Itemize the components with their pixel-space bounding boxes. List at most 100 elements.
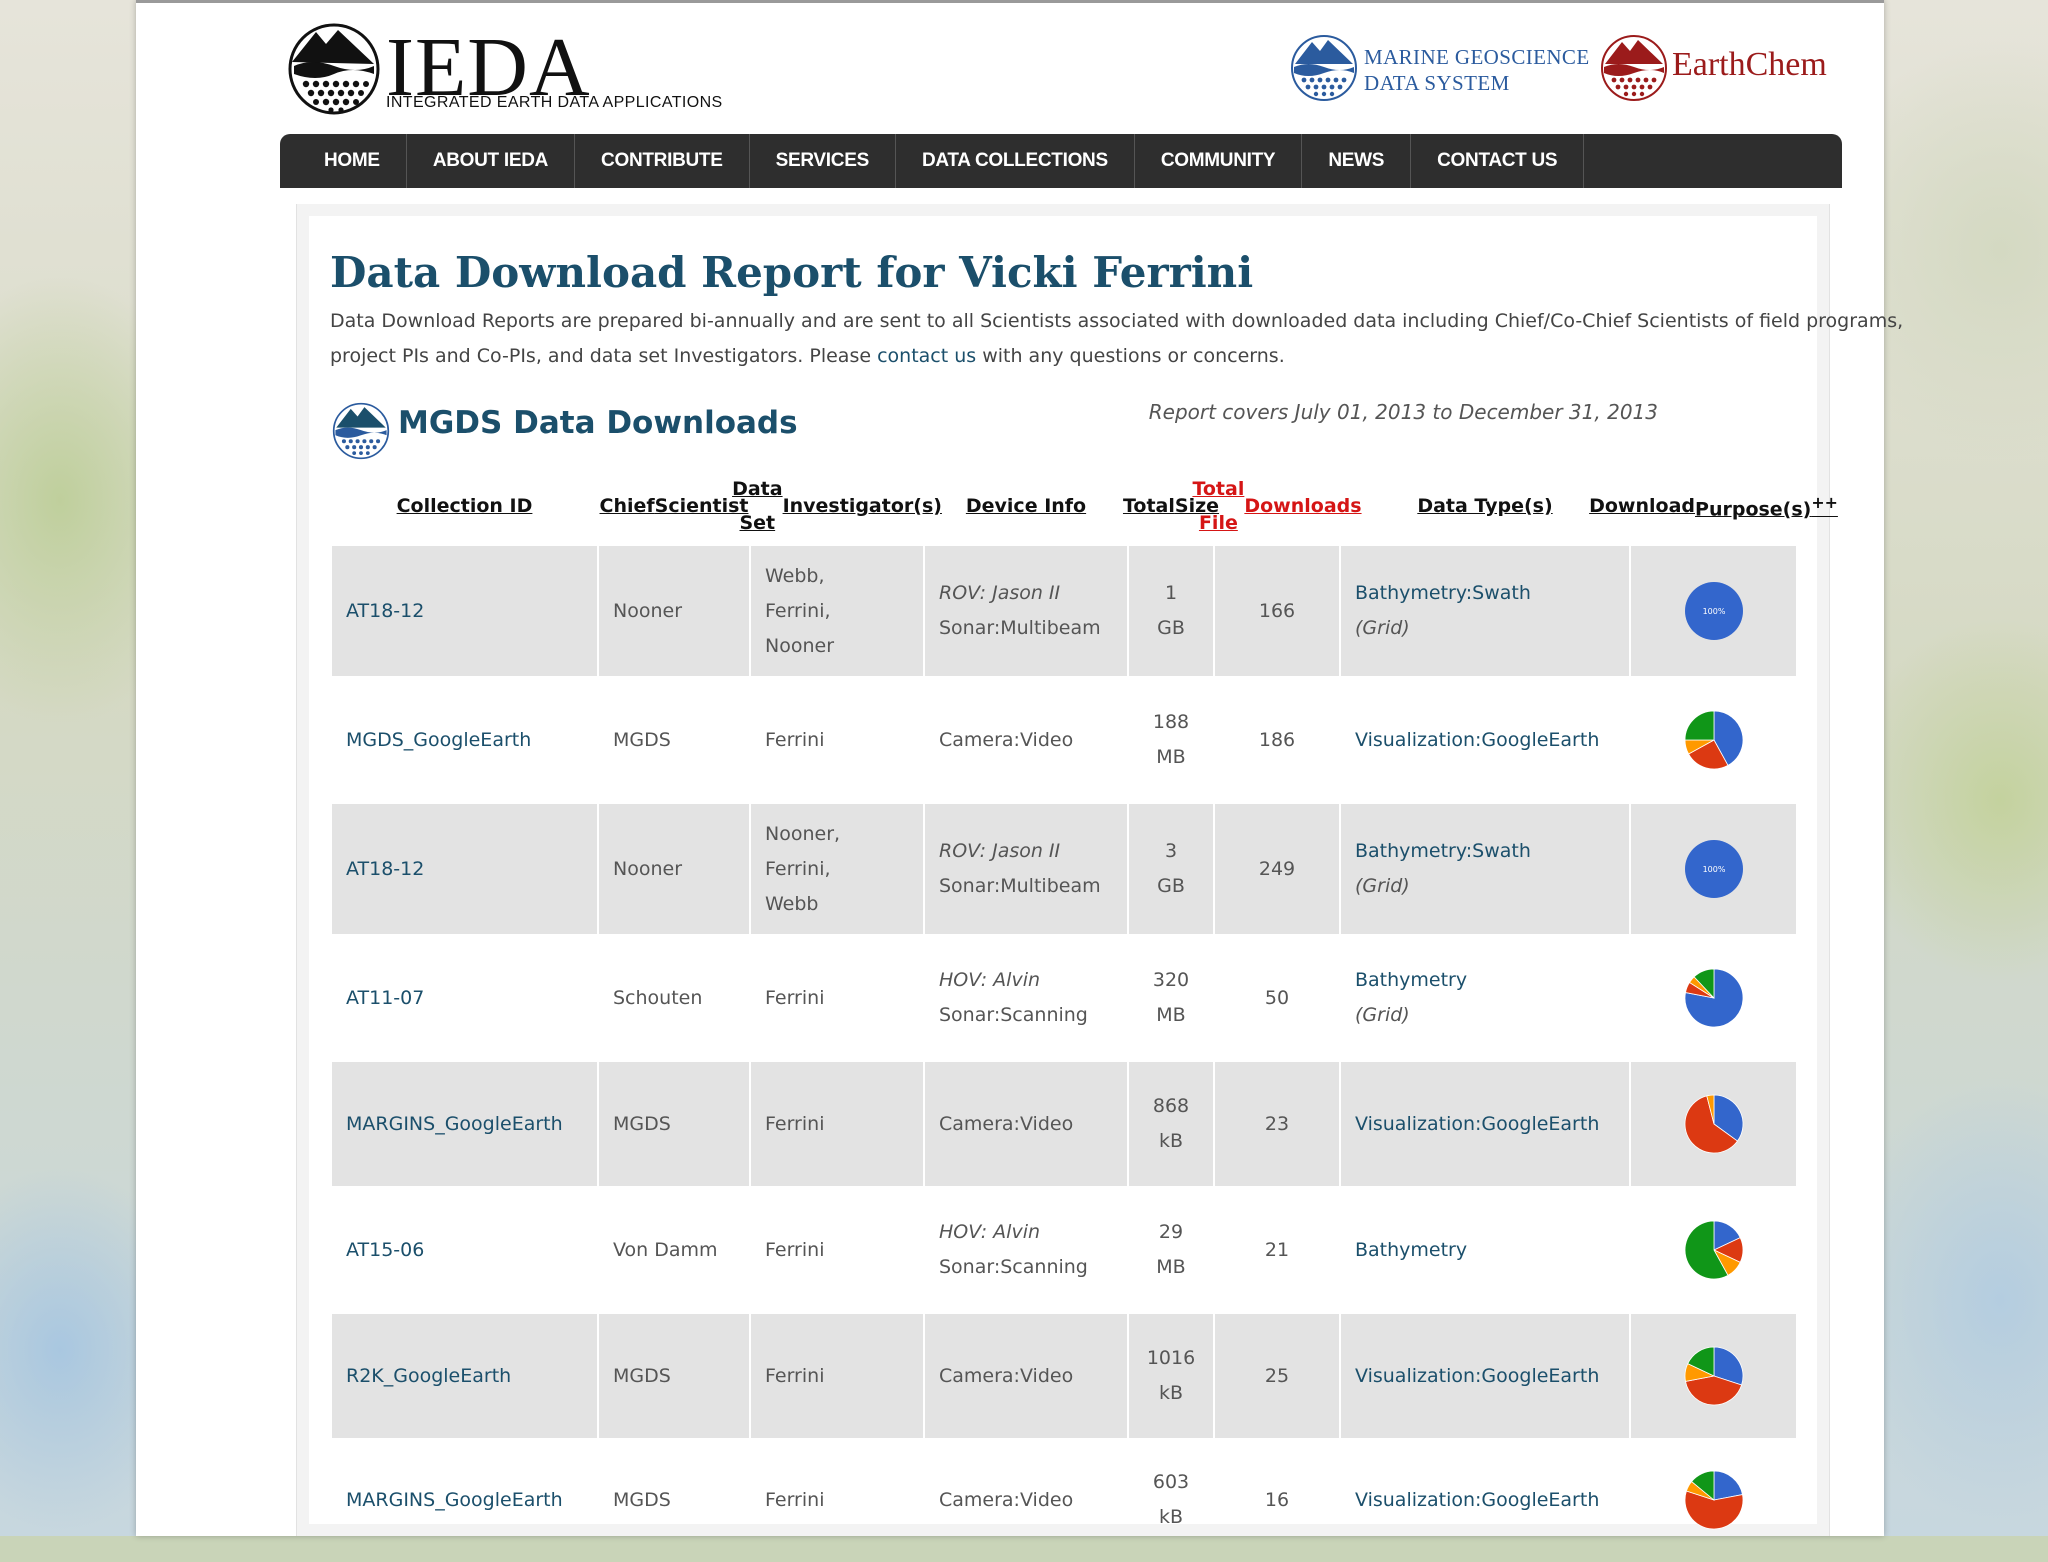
- table-row: AT18-12 Nooner Nooner, Ferrini, Webb ROV: Jas…: [332, 804, 1796, 934]
- investigators-list: Ferrini: [765, 1233, 824, 1268]
- collection-id-link[interactable]: R2K_GoogleEarth: [346, 1364, 512, 1387]
- download-count: 249: [1258, 857, 1296, 880]
- device-info-cell: HOV: Alvin Sonar:Scanning: [925, 934, 1127, 1062]
- download-purpose-cell: [1631, 676, 1796, 804]
- pie-slice: [1684, 582, 1743, 640]
- size-number: 29: [1158, 1221, 1184, 1243]
- total-downloads-cell: 166: [1215, 546, 1339, 676]
- collection-id-link[interactable]: AT18-12: [346, 857, 425, 880]
- nav-data-collections[interactable]: DATA COLLECTIONS: [896, 134, 1135, 188]
- pie-slice: [1684, 1220, 1729, 1280]
- data-types: Visualization:GoogleEarth: [1355, 1359, 1599, 1394]
- header-total-downloads-l2: Downloads: [1244, 495, 1362, 517]
- purpose-pie-chart[interactable]: [1684, 1220, 1744, 1280]
- chief-scientist-cell: MGDS: [599, 1062, 749, 1186]
- mgds-logo[interactable]: MARINE GEOSCIENCE DATA SYSTEM: [1290, 32, 1590, 106]
- contact-us-link[interactable]: contact us: [877, 345, 977, 367]
- device-type: Camera:Video: [939, 1364, 1074, 1387]
- collection-id-link[interactable]: MARGINS_GoogleEarth: [346, 1112, 563, 1135]
- device-info: Camera:Video: [939, 1483, 1073, 1518]
- size-unit: kB: [1158, 1382, 1184, 1404]
- nav-services[interactable]: SERVICES: [750, 134, 896, 188]
- collection-id-link[interactable]: MGDS_GoogleEarth: [346, 728, 532, 751]
- device-type: Sonar:Scanning: [939, 1256, 1088, 1278]
- purpose-pie-chart[interactable]: [1684, 968, 1744, 1028]
- device-type: Camera:Video: [939, 728, 1074, 751]
- header-total-downloads[interactable]: Total File Downloads: [1192, 466, 1361, 546]
- collection-id-link[interactable]: AT11-07: [346, 986, 425, 1009]
- earthchem-logo[interactable]: EarthChem: [1600, 32, 1850, 106]
- collection-id-link[interactable]: AT15-06: [346, 1238, 425, 1261]
- total-size-cell: 1 GB: [1129, 546, 1213, 676]
- purpose-pie-chart[interactable]: [1684, 1346, 1744, 1406]
- data-types: Visualization:GoogleEarth: [1355, 723, 1599, 758]
- header-collection-id[interactable]: Collection ID: [396, 495, 533, 517]
- device-info-cell: HOV: Alvin Sonar:Scanning: [925, 1186, 1127, 1314]
- total-size-cell: 29 MB: [1129, 1186, 1213, 1314]
- nav-community[interactable]: COMMUNITY: [1135, 134, 1303, 188]
- collection-id-link[interactable]: AT18-12: [346, 599, 425, 622]
- downloads-table: Collection ID Chief Scientist Data Set I…: [332, 466, 1838, 1530]
- device-info-cell: Camera:Video: [925, 1314, 1127, 1438]
- header-download-purposes[interactable]: Download Purpose(s)++: [1589, 466, 1838, 546]
- nav-about-ieda[interactable]: ABOUT IEDA: [407, 134, 576, 188]
- header-data-types[interactable]: Data Type(s): [1417, 495, 1553, 517]
- data-type: Visualization:GoogleEarth: [1355, 1364, 1600, 1387]
- device-type: Sonar:Multibeam: [939, 617, 1101, 639]
- investigator-name: Ferrini: [765, 1238, 825, 1261]
- header-device-info[interactable]: Device Info: [965, 495, 1087, 517]
- mgds-section-icon: [332, 402, 390, 460]
- purpose-pie-chart[interactable]: [1684, 1094, 1744, 1154]
- download-purpose-cell: [1631, 1062, 1796, 1186]
- top-border: [136, 0, 1884, 3]
- size-number: 1016: [1146, 1347, 1196, 1369]
- pie-slice: [1713, 710, 1743, 766]
- chief-scientist: Von Damm: [613, 1238, 718, 1261]
- collection-id-link[interactable]: MARGINS_GoogleEarth: [346, 1488, 563, 1511]
- table-row: AT18-12 Nooner Webb, Ferrini, Nooner ROV: Jas…: [332, 546, 1796, 676]
- earthchem-globe-icon: [1601, 35, 1667, 101]
- header-investigators[interactable]: Data Set Investigator(s): [732, 466, 942, 546]
- purpose-pie-chart[interactable]: [1684, 710, 1744, 770]
- pie-slice: [1684, 1375, 1742, 1406]
- investigators-cell: Ferrini: [751, 676, 923, 804]
- device-platform: HOV: Alvin: [939, 969, 1041, 991]
- page-title: Data Download Report for Vicki Ferrini: [330, 248, 1254, 297]
- nav-news[interactable]: NEWS: [1302, 134, 1412, 188]
- header-total-downloads-l1: Total File: [1192, 478, 1245, 534]
- data-types-cell: Visualization:GoogleEarth: [1341, 1438, 1629, 1562]
- investigators-cell: Ferrini: [751, 1438, 923, 1562]
- data-type: Bathymetry:Swath: [1355, 582, 1531, 604]
- total-downloads-cell: 23: [1215, 1062, 1339, 1186]
- intro-text-1: Data Download Reports are prepared bi-an…: [330, 310, 1904, 367]
- investigator-name: Ferrini: [765, 986, 825, 1009]
- device-info: Camera:Video: [939, 1107, 1073, 1142]
- collection-id-cell: R2K_GoogleEarth: [332, 1314, 597, 1438]
- pie-slice: [1684, 710, 1714, 741]
- investigator-name: Ferrini: [765, 1364, 825, 1387]
- size-number: 603: [1152, 1471, 1190, 1493]
- investigator-name: Ferrini: [765, 1112, 825, 1135]
- size-unit: kB: [1158, 1130, 1184, 1152]
- nav-contact-us[interactable]: CONTACT US: [1411, 134, 1585, 188]
- purpose-pie-chart[interactable]: 100%: [1684, 581, 1744, 641]
- download-purpose-cell: [1631, 1438, 1796, 1562]
- nav-contribute[interactable]: CONTRIBUTE: [575, 134, 750, 188]
- device-type: Sonar:Multibeam: [939, 875, 1101, 897]
- collection-id-cell: AT18-12: [332, 804, 597, 934]
- header-chief-scientist[interactable]: Chief Scientist: [599, 466, 749, 546]
- header-total-size[interactable]: Total Size: [1123, 466, 1219, 546]
- data-types-cell: Visualization:GoogleEarth: [1341, 1314, 1629, 1438]
- total-size-cell: 188 MB: [1129, 676, 1213, 804]
- download-purpose-cell: [1631, 1314, 1796, 1438]
- nav-home[interactable]: HOME: [280, 134, 407, 188]
- purpose-pie-chart[interactable]: 100%: [1684, 839, 1744, 899]
- pie-slice: [1713, 1470, 1743, 1501]
- ieda-logo[interactable]: IEDA INTEGRATED EARTH DATA APPLICATIONS: [286, 22, 746, 122]
- investigators-cell: Ferrini: [751, 934, 923, 1062]
- purpose-pie-chart[interactable]: [1684, 1470, 1744, 1530]
- data-types-cell: Bathymetry:Swath (Grid): [1341, 546, 1629, 676]
- data-type-sub: (Grid): [1355, 617, 1410, 639]
- investigators-list: Nooner, Ferrini, Webb: [765, 817, 840, 922]
- chief-scientist: MGDS: [613, 1488, 671, 1511]
